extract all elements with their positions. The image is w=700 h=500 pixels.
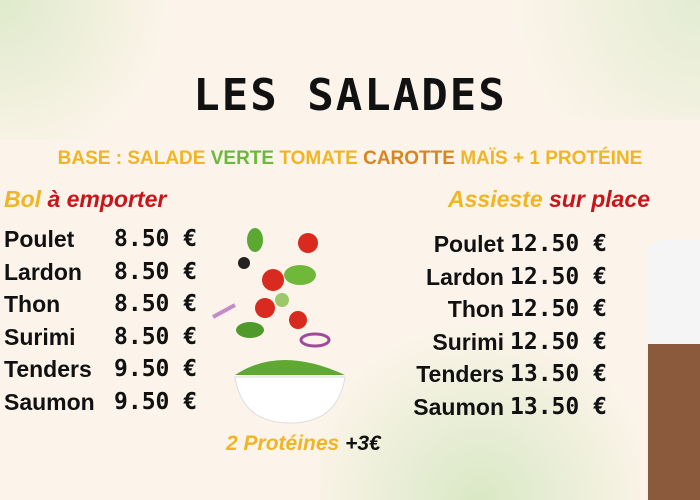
menu-row: Tenders 9.50 € <box>4 356 197 389</box>
item-price: 8.50 € <box>114 323 198 350</box>
item-price: 13.50 € <box>510 393 607 420</box>
tomato <box>289 311 307 329</box>
extra-label: 2 Protéines <box>226 432 346 455</box>
item-name: Thon <box>4 291 61 317</box>
item-price: 8.50 € <box>114 258 198 285</box>
tomato <box>298 233 318 253</box>
olive <box>238 257 250 269</box>
lettuce <box>284 265 316 285</box>
item-price: 8.50 € <box>114 291 198 317</box>
ing-carotte: CAROTTE <box>363 148 461 169</box>
salad-plate-photo <box>648 240 700 500</box>
item-name: Lardon <box>426 263 504 290</box>
extra-price: +3€ <box>345 432 381 455</box>
heading-word: à emporter <box>47 186 167 212</box>
menu-row: Thon 12.50 € <box>406 296 607 329</box>
item-name: Saumon <box>413 393 504 420</box>
item-price: 12.50 € <box>510 296 607 322</box>
heading-word: sur place <box>549 186 651 212</box>
lettuce <box>247 228 263 252</box>
item-price: 12.50 € <box>510 231 607 257</box>
menu-row: Surimi 8.50 € <box>4 324 197 357</box>
onion <box>299 332 331 348</box>
item-name: Poulet <box>433 231 504 257</box>
background-wash <box>320 300 640 500</box>
item-name: Lardon <box>4 258 82 285</box>
item-name: Surimi <box>432 328 504 355</box>
menu-row: Lardon 12.50 € <box>406 264 607 297</box>
cucumber <box>275 293 289 307</box>
ing-mais: MAÏS + 1 PROTÉINE <box>460 148 643 169</box>
item-name: Thon <box>447 296 504 322</box>
salad-top <box>235 360 345 375</box>
item-name: Tenders <box>416 361 504 387</box>
item-price: 8.50 € <box>114 226 198 252</box>
menu-row: Thon 8.50 € <box>4 291 197 324</box>
bowl <box>234 376 346 424</box>
item-price: 13.50 € <box>510 361 607 387</box>
item-name: Tenders <box>4 356 92 382</box>
item-price: 9.50 € <box>114 388 198 415</box>
onion <box>212 303 236 319</box>
item-price: 12.50 € <box>510 328 607 355</box>
ing-verte: VERTE <box>210 148 280 169</box>
tomato <box>262 269 284 291</box>
take-away-list: Poulet 8.50 € Lardon 8.50 € Thon 8.50 € Surimi… <box>4 226 197 421</box>
menu-row: Poulet 12.50 € <box>406 231 607 264</box>
menu-row: Saumon 13.50 € <box>406 394 607 427</box>
page-title: LES SALADES <box>193 70 507 121</box>
item-price: 9.50 € <box>114 356 198 382</box>
heading-word: Assieste <box>448 186 550 212</box>
heading-word: Bol <box>4 186 48 212</box>
menu-row: Poulet 8.50 € <box>4 226 197 259</box>
on-site-list: Poulet 12.50 € Lardon 12.50 € Thon 12.50 € Sur… <box>406 231 607 426</box>
menu-row: Saumon 9.50 € <box>4 389 197 422</box>
salad-bowl-image <box>212 228 346 424</box>
menu-row: Tenders 13.50 € <box>406 361 607 394</box>
on-site-heading: Assieste sur place <box>448 186 650 213</box>
take-away-heading: Bol à emporter <box>4 186 166 213</box>
menu-row: Lardon 8.50 € <box>4 259 197 292</box>
lettuce <box>236 322 264 338</box>
ing-base: BASE : SALADE <box>57 148 211 169</box>
item-name: Surimi <box>4 323 76 350</box>
extra-protein-note: 2 Protéines +3€ <box>226 432 381 456</box>
tomato <box>255 298 275 318</box>
item-name: Saumon <box>4 388 95 415</box>
ingredients-line: BASE : SALADE VERTE TOMATE CAROTTE MAÏS … <box>8 148 692 170</box>
item-name: Poulet <box>4 226 75 252</box>
menu-row: Surimi 12.50 € <box>406 329 607 362</box>
item-price: 12.50 € <box>510 263 607 290</box>
ing-tomate: TOMATE <box>279 148 364 169</box>
